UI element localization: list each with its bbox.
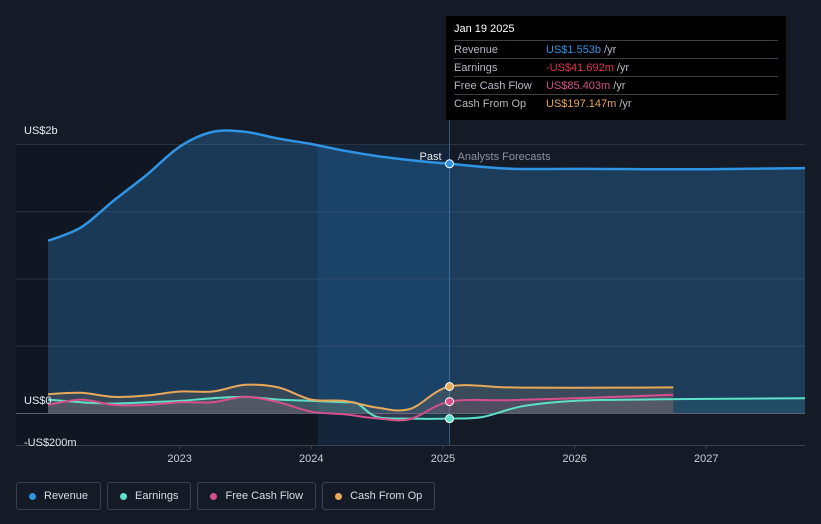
- legend-dot-icon: [29, 492, 36, 500]
- legend-item-revenue[interactable]: Revenue: [16, 482, 102, 510]
- tooltip-date: Jan 19 2025: [454, 23, 515, 35]
- free-cash-flow-marker: [445, 397, 455, 407]
- earnings-marker: [445, 414, 455, 424]
- legend-item-free-cash-flow[interactable]: Free Cash Flow: [197, 482, 317, 510]
- tooltip-unit: /yr: [613, 79, 626, 92]
- tooltip-label: Revenue: [454, 43, 499, 56]
- tooltip-value: -US$41.692m: [546, 61, 614, 74]
- legend-dot-icon: [335, 492, 343, 500]
- tooltip-unit: /yr: [619, 97, 632, 110]
- legend-label: Earnings: [135, 490, 179, 502]
- free-cash-flow-area: [48, 394, 674, 421]
- cash-from-op-area: [48, 384, 674, 413]
- highlight-band: [317, 145, 450, 445]
- forecast-region: [449, 145, 805, 445]
- past-label: Past: [420, 151, 442, 163]
- forecast-label: Analysts Forecasts: [458, 151, 551, 163]
- tooltip-unit: /yr: [604, 43, 617, 56]
- y-axis-label: US$0: [24, 395, 52, 407]
- tooltip-unit: /yr: [616, 61, 630, 74]
- x-tick-label: 2026: [562, 453, 586, 465]
- legend-item-earnings[interactable]: Earnings: [107, 482, 192, 510]
- tooltip-row-revenue: Revenue US$1.553b /yr: [454, 40, 778, 58]
- cash-from-op-marker: [445, 382, 455, 392]
- x-tick-label: 2024: [299, 453, 323, 465]
- tooltip-row-cash-from-op: Cash From Op US$197.147m /yr: [454, 94, 778, 112]
- revenue-marker: [445, 159, 455, 169]
- tooltip-label: Cash From Op: [454, 97, 527, 110]
- tooltip-value: US$197.147m: [546, 97, 617, 110]
- tooltip: Jan 19 2025 Revenue US$1.553b /yr Earnin…: [446, 16, 786, 120]
- tooltip-label: Free Cash Flow: [454, 79, 532, 92]
- legend-item-cash-from-op[interactable]: Cash From Op: [322, 482, 436, 510]
- earnings-area: [48, 396, 805, 419]
- tooltip-label: Earnings: [454, 61, 498, 74]
- cash-from-op-line: [47, 383, 674, 412]
- legend-dot-icon: [210, 492, 218, 500]
- revenue-line: [47, 129, 806, 242]
- y-axis-label: -US$200m: [24, 437, 77, 449]
- tooltip-row-earnings: Earnings -US$41.692m /yr: [454, 58, 778, 76]
- legend-label: Cash From Op: [350, 490, 423, 502]
- legend-dot-icon: [120, 492, 128, 500]
- revenue-area: [48, 130, 805, 414]
- legend: Revenue Earnings Free Cash Flow Cash Fro…: [16, 482, 436, 512]
- x-tick-label: 2023: [167, 453, 191, 465]
- x-tick-label: 2027: [694, 453, 718, 465]
- tooltip-value: US$1.553b: [546, 43, 602, 56]
- free-cash-flow-line: [47, 393, 674, 422]
- legend-label: Free Cash Flow: [225, 490, 304, 502]
- tooltip-row-free-cash-flow: Free Cash Flow US$85.403m /yr: [454, 76, 778, 94]
- y-axis-label: US$2b: [24, 125, 58, 137]
- x-tick-label: 2025: [431, 453, 455, 465]
- tooltip-value: US$85.403m: [546, 79, 611, 92]
- legend-label: Revenue: [44, 490, 89, 502]
